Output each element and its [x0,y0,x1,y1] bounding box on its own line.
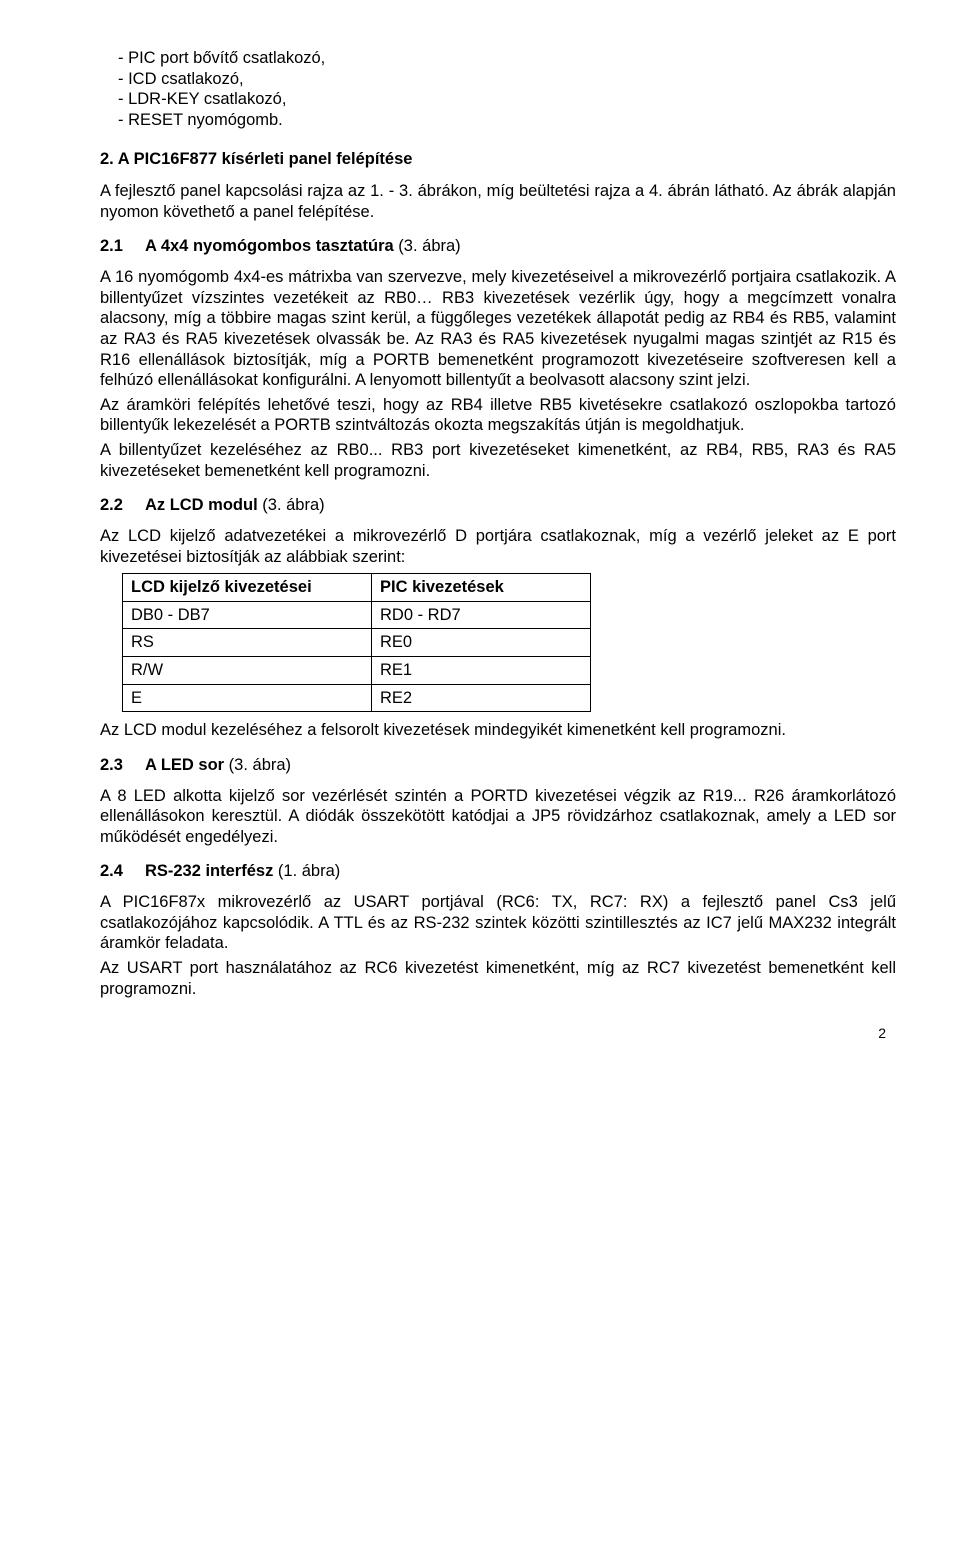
subsection-ref: (3. ábra) [224,756,291,774]
lcd-pin-table: LCD kijelző kivezetései PIC kivezetések … [122,573,591,712]
paragraph: A billentyűzet kezeléséhez az RB0... RB3… [100,440,896,481]
table-cell: RE1 [372,657,591,685]
paragraph: Az LCD kijelző adatvezetékei a mikrovezé… [100,526,896,567]
table-row: E RE2 [123,684,591,712]
table-header-cell: LCD kijelző kivezetései [123,574,372,602]
subsection-number: 2.3 [100,756,123,774]
paragraph: A 16 nyomógomb 4x4-es mátrixba van szerv… [100,267,896,391]
table-cell: RE0 [372,629,591,657]
table-header-row: LCD kijelző kivezetései PIC kivezetések [123,574,591,602]
paragraph: A PIC16F87x mikrovezérlő az USART portjá… [100,892,896,954]
table-cell: RS [123,629,372,657]
table-row: DB0 - DB7 RD0 - RD7 [123,601,591,629]
table-header-cell: PIC kivezetések [372,574,591,602]
paragraph: Az USART port használatához az RC6 kivez… [100,958,896,999]
subsection-title: Az LCD modul [145,496,258,514]
subsection-number: 2.4 [100,862,123,880]
bullet-item: - ICD csatlakozó, [100,69,896,90]
bullet-item: - RESET nyomógomb. [100,110,896,131]
subsection-2-2: 2.2 Az LCD modul (3. ábra) [100,495,896,516]
subsection-title: A 4x4 nyomógombos tasztatúra [145,237,394,255]
table-cell: DB0 - DB7 [123,601,372,629]
table-cell: E [123,684,372,712]
subsection-2-3: 2.3 A LED sor (3. ábra) [100,755,896,776]
table-cell: RE2 [372,684,591,712]
subsection-number: 2.2 [100,496,123,514]
paragraph: A fejlesztő panel kapcsolási rajza az 1.… [100,181,896,222]
subsection-title: RS-232 interfész [145,862,273,880]
page-number: 2 [100,1025,896,1043]
paragraph: A 8 LED alkotta kijelző sor vezérlését s… [100,786,896,848]
subsection-number: 2.1 [100,237,123,255]
table-row: RS RE0 [123,629,591,657]
subsection-ref: (3. ábra) [394,237,461,255]
bullet-item: - PIC port bővítő csatlakozó, [100,48,896,69]
section-heading-2: 2. A PIC16F877 kísérleti panel felépítés… [100,149,896,170]
bullet-item: - LDR-KEY csatlakozó, [100,89,896,110]
subsection-2-4: 2.4 RS-232 interfész (1. ábra) [100,861,896,882]
subsection-ref: (1. ábra) [273,862,340,880]
paragraph: Az áramköri felépítés lehetővé teszi, ho… [100,395,896,436]
subsection-title: A LED sor [145,756,224,774]
table-cell: RD0 - RD7 [372,601,591,629]
subsection-2-1: 2.1 A 4x4 nyomógombos tasztatúra (3. ábra… [100,236,896,257]
bullet-list: - PIC port bővítő csatlakozó, - ICD csat… [100,48,896,131]
subsection-ref: (3. ábra) [258,496,325,514]
table-cell: R/W [123,657,372,685]
table-row: R/W RE1 [123,657,591,685]
paragraph: Az LCD modul kezeléséhez a felsorolt kiv… [100,720,896,741]
